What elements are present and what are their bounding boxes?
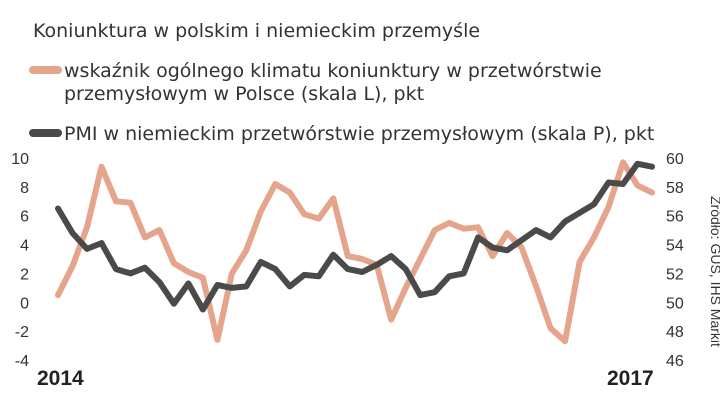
y-right-tick-label: 48 bbox=[666, 324, 684, 341]
legend: wskaźnik ogólnego klimatu koniunktury w … bbox=[29, 60, 654, 145]
y-left-tick-label: -2 bbox=[15, 324, 29, 341]
y-left-tick-label: 8 bbox=[20, 180, 29, 197]
y-right-tick-label: 50 bbox=[666, 295, 684, 312]
chart-title: Koniunktura w polskim i niemieckim przem… bbox=[33, 20, 480, 42]
y-right-tick-label: 58 bbox=[666, 180, 684, 197]
series-line-germany bbox=[55, 160, 655, 313]
y-left-tick-label: 0 bbox=[20, 295, 29, 312]
y-right-tick-label: 52 bbox=[666, 266, 684, 283]
x-label-start: 2014 bbox=[37, 367, 84, 390]
series-line-poland bbox=[55, 159, 655, 345]
y-axis-left: 10 8 6 4 2 0 -2 -4 bbox=[11, 151, 29, 370]
y-left-tick-label: 4 bbox=[20, 238, 29, 255]
y-right-tick-label: 46 bbox=[666, 353, 684, 370]
y-left-tick-label: 10 bbox=[11, 151, 29, 168]
source-note: Źródło: GUS, IHS Markit bbox=[708, 196, 720, 347]
legend-label-germany: PMI w niemieckim przetwórstwie przemysło… bbox=[64, 123, 654, 145]
y-left-tick-label: 2 bbox=[20, 266, 29, 283]
plot-area bbox=[55, 159, 655, 345]
y-right-tick-label: 60 bbox=[666, 151, 684, 168]
y-right-tick-label: 56 bbox=[666, 209, 684, 226]
y-right-tick-label: 54 bbox=[666, 238, 684, 255]
x-label-end: 2017 bbox=[607, 367, 654, 390]
legend-label-poland: wskaźnik ogólnego klimatu koniunktury w … bbox=[64, 60, 608, 105]
y-left-tick-label: 6 bbox=[20, 209, 29, 226]
y-left-tick-label: -4 bbox=[15, 353, 29, 370]
y-axis-right: 60 58 56 54 52 50 48 46 bbox=[666, 151, 684, 370]
